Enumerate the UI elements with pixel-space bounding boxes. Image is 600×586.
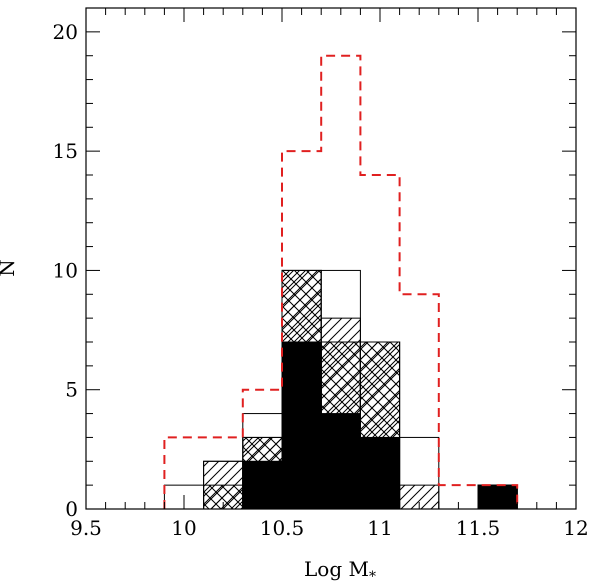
x-tick-label: 11.5: [456, 516, 501, 540]
y-tick-label: 0: [65, 497, 78, 521]
x-axis-label: Log M: [304, 557, 369, 581]
y-tick-label: 5: [65, 378, 78, 402]
plot-frame: [85, 7, 577, 510]
y-axis-label: N: [0, 259, 19, 277]
bar-solid-black-4: [320, 413, 361, 510]
x-tick-label: 10: [171, 516, 196, 540]
y-tick-label: 20: [53, 20, 78, 44]
bar-solid-black-2: [242, 460, 283, 510]
x-tick-label: 12: [563, 516, 588, 540]
series-line-dashed-red: [163, 54, 519, 509]
x-tick-label: 10.5: [260, 516, 305, 540]
plot-area: [163, 54, 519, 510]
x-axis-label-subscript: *: [369, 569, 376, 582]
y-tick-label: 10: [53, 258, 78, 282]
x-tick-label: 11: [367, 516, 392, 540]
bar-solid-black-3: [281, 341, 322, 510]
axes: 9.5 10 10.5 11 11.5 12 0 5 10 15 20: [53, 7, 589, 540]
y-tick-label: 15: [53, 139, 78, 163]
x-tick-label: 9.5: [70, 516, 102, 540]
x-axis-label-group: Log M*: [304, 557, 376, 582]
